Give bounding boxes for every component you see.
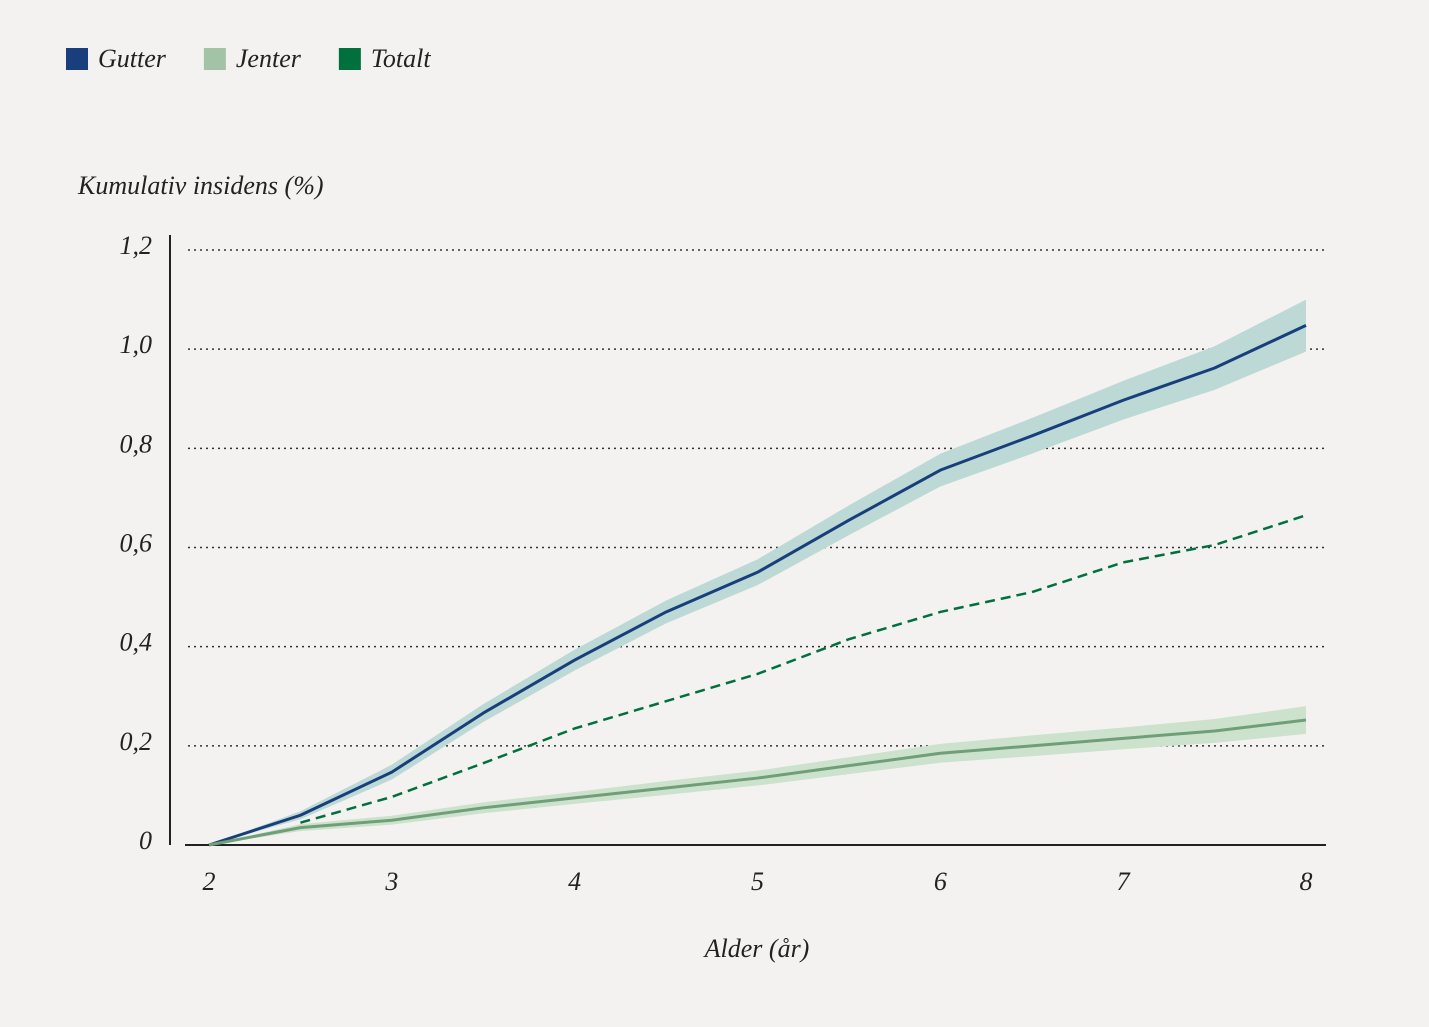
y-tick-label: 0,4 [120,628,153,657]
legend-label: Totalt [371,44,432,73]
confidence-band [209,706,1306,845]
series-line [208,324,1307,847]
series-line [208,718,1307,847]
y-tick-label: 0,6 [120,528,153,557]
x-tick-label: 7 [1117,867,1131,896]
x-tick-label: 2 [203,867,216,896]
legend-swatch [66,48,88,70]
legend-swatch [203,48,226,70]
y-tick-label: 0 [139,826,152,855]
x-tick-label: 8 [1300,867,1313,896]
y-tick-label: 0,8 [120,429,153,458]
y-tick-label: 1,0 [120,330,153,359]
y-tick-label: 0,2 [120,727,153,756]
legend-swatch [338,48,361,70]
y-tick-label: 1,2 [120,231,153,260]
x-tick-label: 6 [934,867,947,896]
x-axis-title: Alder (år) [703,934,810,963]
legend-label: Gutter [98,44,167,73]
y-axis-title: Kumulativ insidens (%) [77,171,324,200]
legend-label: Jenter [236,44,302,73]
x-tick-label: 4 [568,867,581,896]
series-line [300,514,1307,824]
x-tick-label: 5 [751,867,764,896]
x-tick-label: 3 [384,867,398,896]
